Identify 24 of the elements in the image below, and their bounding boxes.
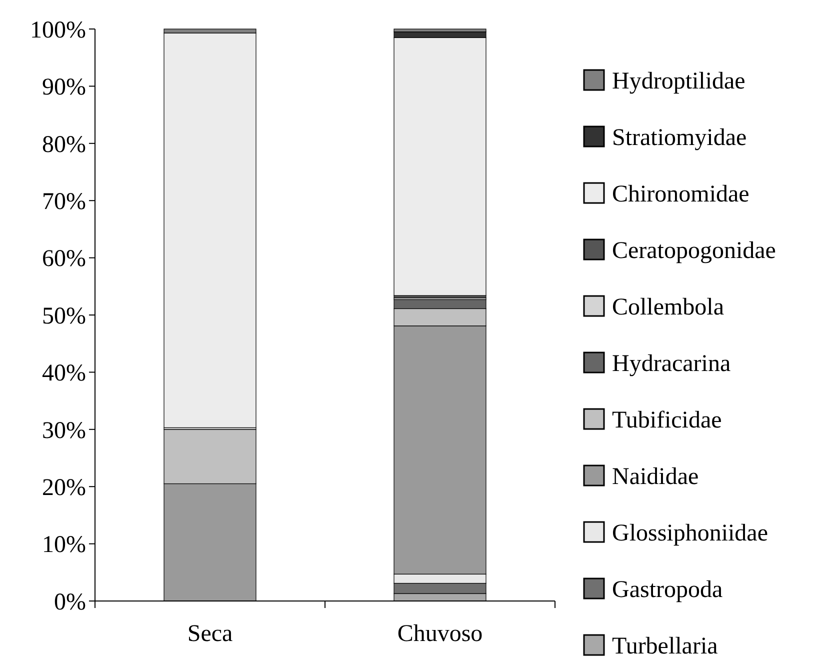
y-tick-label: 10% bbox=[42, 532, 86, 558]
y-tick-label: 80% bbox=[42, 132, 86, 158]
y-tick-label: 0% bbox=[54, 589, 86, 616]
y-tick-label: 100% bbox=[30, 17, 86, 44]
legend-label: Chironomidae bbox=[612, 181, 750, 208]
x-tick-label: Chuvoso bbox=[397, 621, 483, 647]
legend-label: Tubificidae bbox=[612, 407, 722, 434]
y-tick-label: 60% bbox=[42, 246, 86, 272]
y-tick-label: 50% bbox=[42, 303, 86, 330]
y-tick-label: 30% bbox=[42, 418, 86, 444]
legend-label: Gastropoda bbox=[612, 576, 723, 603]
y-tick-label: 90% bbox=[42, 74, 86, 101]
x-tick-label: Seca bbox=[187, 621, 233, 647]
legend-label: Glossiphoniidae bbox=[612, 520, 768, 546]
legend-label: Collembola bbox=[612, 294, 724, 320]
legend-label: Naididae bbox=[612, 464, 699, 490]
y-tick-label: 70% bbox=[42, 189, 86, 215]
y-tick-label: 40% bbox=[42, 360, 86, 387]
legend-label: Hydracarina bbox=[612, 350, 731, 377]
y-tick-label: 20% bbox=[42, 475, 86, 501]
legend-label: Ceratopogonidae bbox=[612, 238, 776, 264]
legend-label: Turbellaria bbox=[612, 633, 718, 659]
legend-label: Hydroptilidae bbox=[612, 68, 746, 94]
legend-label: Stratiomyidae bbox=[612, 124, 747, 151]
